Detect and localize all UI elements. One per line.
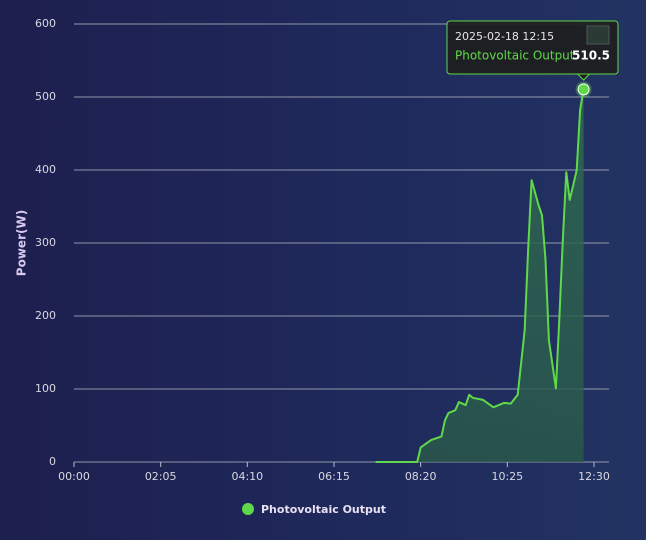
y-tick-label: 300 bbox=[35, 236, 56, 249]
tooltip-arrow bbox=[576, 73, 591, 81]
tooltip-title: 2025-02-18 12:15 bbox=[455, 30, 554, 43]
x-tick-label: 04:10 bbox=[231, 470, 263, 483]
y-axis-title: Power(W) bbox=[15, 210, 29, 276]
y-tick-label: 0 bbox=[49, 455, 56, 468]
tooltip: 2025-02-18 12:15 Photovoltaic Output:510.… bbox=[446, 20, 619, 81]
x-tick-label: 10:25 bbox=[491, 470, 523, 483]
tooltip-label: Photovoltaic Output: bbox=[455, 49, 579, 63]
y-tick-label: 200 bbox=[35, 309, 56, 322]
x-tick-label: 08:20 bbox=[405, 470, 437, 483]
legend-swatch bbox=[242, 503, 254, 515]
x-tick-label: 02:05 bbox=[145, 470, 177, 483]
x-tick-label: 00:00 bbox=[58, 470, 90, 483]
data-point bbox=[577, 83, 590, 96]
x-tick-label: 12:30 bbox=[578, 470, 610, 483]
y-tick-label: 100 bbox=[35, 382, 56, 395]
legend-label: Photovoltaic Output bbox=[261, 503, 386, 516]
x-tick-label: 06:15 bbox=[318, 470, 350, 483]
tooltip-icon bbox=[586, 25, 610, 45]
tooltip-value: 510.5 bbox=[572, 49, 610, 63]
line bbox=[375, 89, 585, 463]
y-tick-label: 500 bbox=[35, 90, 56, 103]
tooltip-box bbox=[446, 20, 619, 75]
y-tick-label: 600 bbox=[35, 17, 56, 30]
area-fill bbox=[375, 89, 584, 463]
y-tick-label: 400 bbox=[35, 163, 56, 176]
